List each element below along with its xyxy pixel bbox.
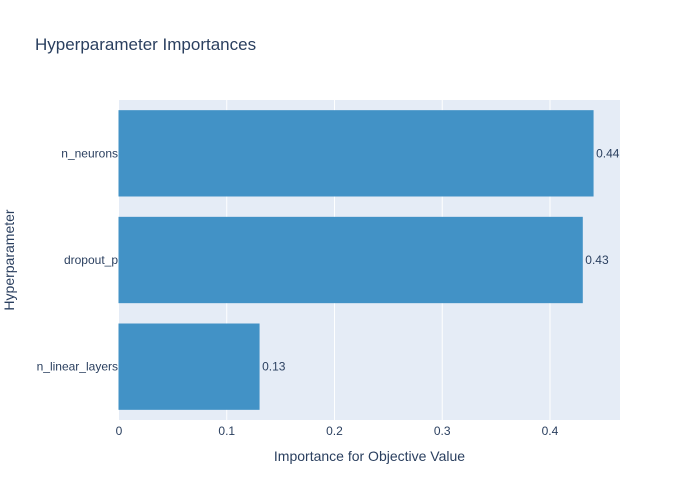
x-tick-label: 0.2: [326, 424, 343, 438]
bars: 0.13 0.43 0.44: [118, 110, 620, 410]
x-tick-labels: 0 0.1 0.2 0.3 0.4: [116, 424, 559, 438]
chart-title: Hyperparameter Importances: [35, 35, 256, 54]
x-tick-label: 0.3: [434, 424, 451, 438]
bar-n-linear-layers: [118, 323, 260, 410]
y-tick-label: n_neurons: [61, 146, 118, 160]
x-tick-label: 0.4: [542, 424, 559, 438]
x-tick-label: 0: [116, 424, 123, 438]
bar-value-label: 0.13: [262, 360, 286, 374]
bar-value-label: 0.43: [585, 253, 609, 267]
y-tick-labels: n_linear_layers dropout_p n_neurons: [37, 146, 119, 373]
x-axis-title: Importance for Objective Value: [274, 448, 465, 464]
y-tick-label: n_linear_layers: [37, 360, 118, 374]
y-axis-title: Hyperparameter: [1, 209, 17, 310]
bar-value-label: 0.44: [596, 146, 620, 160]
y-tick-label: dropout_p: [64, 253, 118, 267]
bar-n-neurons: [118, 110, 594, 197]
bar-dropout-p: [118, 216, 583, 304]
x-tick-label: 0.1: [218, 424, 235, 438]
